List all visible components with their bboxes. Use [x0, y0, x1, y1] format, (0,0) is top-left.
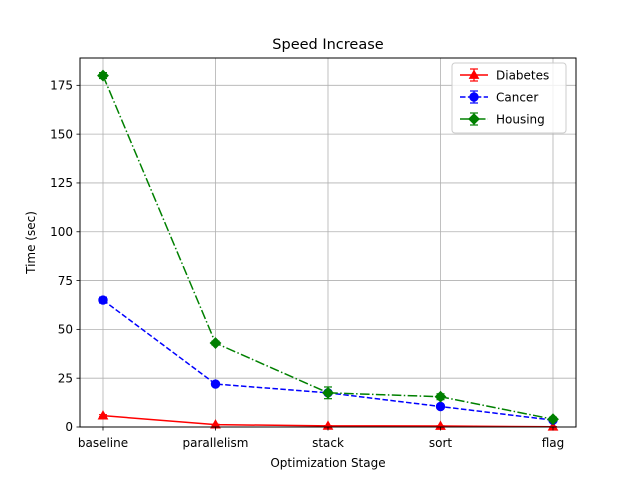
- y-tick-label: 150: [50, 127, 73, 141]
- x-axis-label: Optimization Stage: [270, 456, 385, 470]
- x-tick-label: parallelism: [183, 436, 249, 450]
- x-tick-label: stack: [312, 436, 344, 450]
- y-tick-label: 75: [58, 274, 73, 288]
- y-tick-label: 25: [58, 371, 73, 385]
- x-tick-label: flag: [542, 436, 565, 450]
- y-axis-label: Time (sec): [24, 211, 38, 275]
- legend-frame: [451, 62, 567, 134]
- data-point-cancer: [98, 295, 108, 305]
- legend: Diabetes Cancer Housing: [451, 62, 567, 134]
- x-tick-label: sort: [429, 436, 453, 450]
- data-point-cancer: [210, 379, 221, 389]
- legend-marker-diabetes: [468, 69, 480, 79]
- data-point-cancer: [435, 401, 446, 412]
- ticks: baseline parallelism stack sort flag 0 25 50 75 1…: [50, 79, 564, 450]
- y-tick-label: 0: [65, 420, 73, 434]
- legend-label-cancer: Cancer: [496, 90, 538, 104]
- x-tick-label: baseline: [78, 436, 128, 450]
- legend-label-diabetes: Diabetes: [496, 68, 549, 82]
- data-point-housing: [322, 386, 334, 399]
- y-tick-label: 125: [50, 176, 73, 190]
- series-line-housing: [102, 75, 554, 420]
- data-point-diabetes: [97, 410, 109, 420]
- legend-marker-housing: [468, 113, 480, 125]
- data-point-housing: [547, 413, 559, 426]
- y-tick-label: 175: [50, 79, 73, 93]
- series-housing: [97, 69, 559, 426]
- y-tick-label: 100: [50, 225, 73, 239]
- chart-title: Speed Increase: [272, 37, 384, 53]
- legend-label-housing: Housing: [496, 112, 545, 126]
- data-point-housing: [97, 69, 109, 82]
- data-point-housing: [434, 390, 447, 403]
- legend-marker-cancer: [469, 92, 479, 102]
- data-point-housing: [209, 337, 222, 349]
- y-tick-label: 50: [58, 323, 73, 337]
